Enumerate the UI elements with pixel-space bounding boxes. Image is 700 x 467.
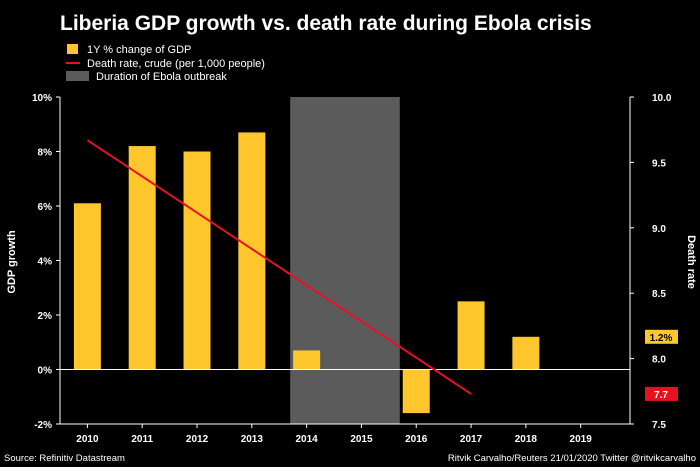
- badge-background: [645, 329, 678, 344]
- x-tick-label: 2017: [460, 434, 483, 445]
- badge-death-rate-latest: 7.7: [645, 386, 678, 401]
- y-tick-right-label: 7.5: [652, 420, 666, 431]
- y-tick-left-label: 2%: [38, 311, 53, 322]
- x-tick-label: 2016: [405, 434, 428, 445]
- ebola-outbreak-band: [290, 97, 400, 424]
- x-tick-label: 2011: [131, 434, 153, 445]
- badge-label: 7.7: [654, 390, 668, 401]
- y-tick-right-label: 9.0: [652, 224, 666, 235]
- y-tick-right-label: 8.5: [652, 289, 666, 300]
- y-tick-right-label: 10.0: [652, 93, 672, 104]
- y-axis-label-left: GDP growth: [6, 230, 18, 294]
- gdp-bar-2010: [73, 203, 101, 370]
- x-tick-label: 2018: [515, 434, 538, 445]
- y-tick-left-label: -2%: [34, 420, 52, 431]
- legend-swatch-outbreak: [66, 71, 89, 81]
- y-tick-left-label: 4%: [38, 257, 53, 268]
- gdp-bar-2018: [512, 336, 540, 370]
- gdp-bar-2011: [128, 146, 156, 370]
- y-tick-right-label: 9.5: [652, 158, 666, 169]
- y-axis-label-right: Death rate: [685, 235, 697, 289]
- badge-gdp-latest: 1.2%: [645, 329, 678, 344]
- legend: 1Y % change of GDP Death rate, crude (pe…: [66, 44, 265, 83]
- y-tick-left-label: 6%: [38, 202, 53, 213]
- legend-swatch-gdp: [67, 44, 78, 54]
- y-tick-left-label: 10%: [32, 93, 52, 104]
- gdp-bar-2017: [457, 301, 485, 370]
- x-tick-label: 2014: [296, 434, 319, 445]
- death-rate-line: [86, 139, 472, 395]
- source-note: Source: Refinitiv Datastream: [4, 453, 125, 464]
- gdp-bar-2014: [293, 350, 321, 370]
- badge-background: [645, 386, 678, 401]
- legend-label-gdp: 1Y % change of GDP: [87, 44, 191, 56]
- credit-note: Ritvik Carvalho/Reuters 21/01/2020 Twitt…: [448, 453, 696, 464]
- x-tick-label: 2010: [76, 434, 99, 445]
- legend-label-death-rate: Death rate, crude (per 1,000 people): [87, 58, 265, 70]
- gdp-bar-2013: [238, 132, 266, 370]
- badge-label: 1.2%: [650, 333, 673, 344]
- x-tick-label: 2013: [241, 434, 264, 445]
- x-tick-label: 2012: [186, 434, 209, 445]
- gdp-bar-2016: [402, 369, 430, 414]
- y-tick-left-label: 8%: [38, 148, 53, 159]
- gdp-bar-2012: [183, 151, 211, 370]
- x-tick-label: 2015: [350, 434, 373, 445]
- chart-title: Liberia GDP growth vs. death rate during…: [60, 12, 592, 35]
- legend-label-outbreak: Duration of Ebola outbreak: [96, 71, 227, 83]
- y-tick-right-label: 8.0: [652, 355, 666, 366]
- x-tick-label: 2019: [570, 434, 593, 445]
- y-tick-left-label: 0%: [38, 366, 53, 377]
